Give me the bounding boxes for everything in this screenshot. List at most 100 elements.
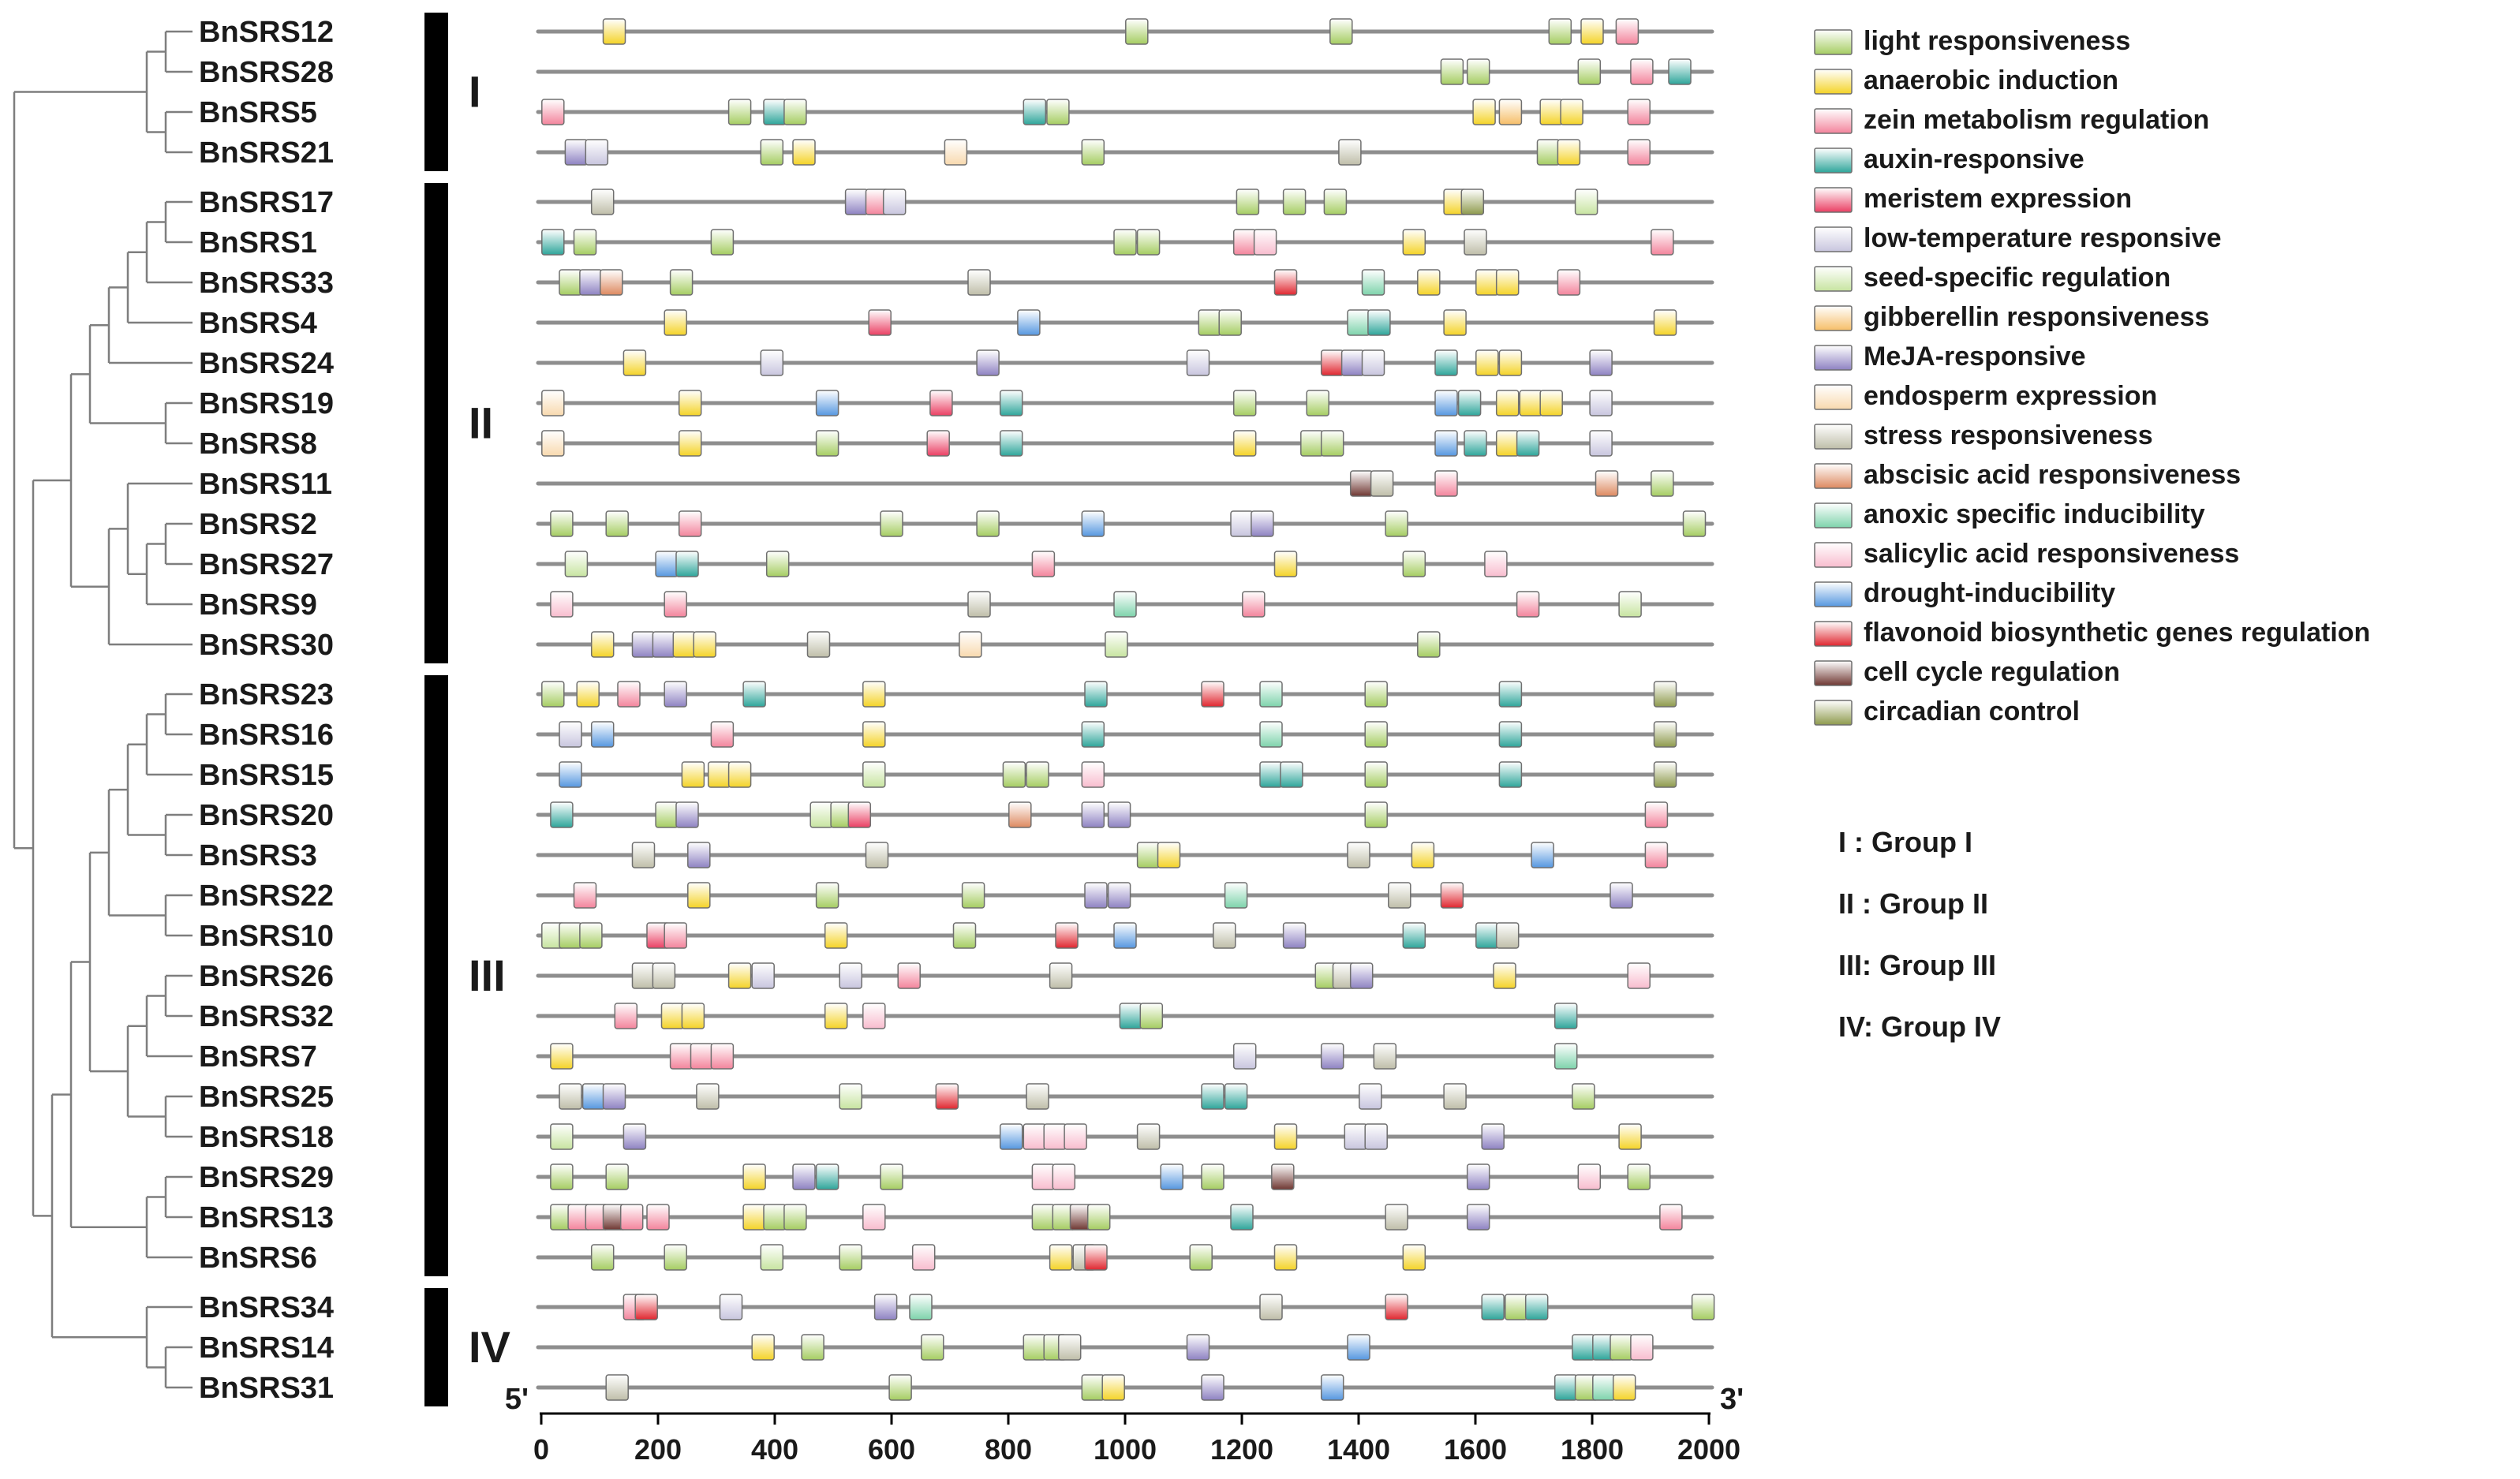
group-key-item: IV: Group IV: [1838, 1010, 2001, 1043]
cis-element: [1081, 801, 1105, 828]
gene-label-BnSRS28: BnSRS28: [199, 56, 334, 89]
legend-label: anaerobic induction: [1864, 65, 2118, 95]
legend-swatch: [1814, 463, 1853, 489]
cis-element: [1539, 99, 1563, 125]
legend-swatch: [1814, 29, 1853, 55]
cis-element: [760, 1244, 784, 1271]
gene-label-BnSRS29: BnSRS29: [199, 1161, 334, 1194]
cis-element: [681, 761, 705, 788]
legend-label: endosperm expression: [1864, 381, 2157, 411]
gene-label-BnSRS25: BnSRS25: [199, 1081, 334, 1114]
cis-element: [1443, 309, 1467, 336]
cis-element: [1232, 1043, 1257, 1070]
cis-element: [1627, 139, 1651, 166]
cis-element: [1136, 842, 1161, 868]
cis-element: [1259, 721, 1283, 748]
cis-element: [742, 681, 766, 708]
cis-element: [815, 390, 839, 416]
cis-element: [1271, 1163, 1295, 1190]
cis-element: [590, 721, 615, 748]
cis-element: [1610, 1334, 1633, 1361]
cis-element: [952, 922, 977, 949]
cis-element: [602, 18, 626, 45]
cis-element: [873, 1294, 898, 1320]
cis-element: [696, 1083, 720, 1110]
cis-element: [1084, 681, 1108, 708]
cis-element: [1388, 882, 1411, 909]
gene-label-BnSRS1: BnSRS1: [199, 226, 317, 260]
cis-element: [742, 1163, 766, 1190]
cis-element: [1475, 922, 1499, 949]
gene-label-BnSRS13: BnSRS13: [199, 1201, 334, 1234]
cis-element: [1046, 99, 1070, 125]
gene-label-BnSRS19: BnSRS19: [199, 387, 334, 420]
cis-element: [1113, 591, 1137, 618]
cis-element: [1630, 1334, 1654, 1361]
cis-element: [1498, 761, 1523, 788]
cis-element: [1402, 229, 1426, 256]
cis-element: [1282, 922, 1307, 949]
cis-element: [888, 1374, 912, 1401]
legend-label: MeJA-responsive: [1864, 342, 2086, 372]
cis-element: [839, 1244, 862, 1271]
cis-element: [687, 842, 711, 868]
cis-element: [839, 1083, 862, 1110]
cis-element: [550, 591, 574, 618]
cis-element: [1273, 1244, 1298, 1271]
cis-element: [1031, 1204, 1056, 1231]
cis-element: [1589, 349, 1613, 376]
cis-element: [1682, 510, 1707, 537]
cis-element: [631, 962, 656, 989]
cis-element: [550, 801, 574, 828]
cis-element: [1668, 58, 1692, 85]
x-axis: 0 200 400 600 800 1000 1200 1400 1600 1800 2000 5' 3…: [505, 1383, 1744, 1466]
cis-element: [573, 229, 597, 256]
cis-element: [600, 269, 623, 296]
cis-element: [1338, 139, 1362, 166]
cis-element: [1361, 349, 1385, 376]
cis-element: [1026, 761, 1049, 788]
group-numeral-IV: IV: [469, 1322, 510, 1372]
cis-element: [999, 430, 1023, 457]
cis-element: [1493, 962, 1516, 989]
cis-element: [976, 349, 1000, 376]
legend-label: low-temperature responsive: [1864, 223, 2221, 253]
legend-label: salicylic acid responsiveness: [1864, 539, 2239, 569]
legend-swatch: [1814, 621, 1853, 647]
cis-element: [1612, 1374, 1636, 1401]
cis-element: [1402, 551, 1426, 577]
cis-element: [760, 139, 784, 166]
cis-element: [541, 430, 565, 457]
cis-element: [1653, 309, 1677, 336]
cis-element: [1086, 1204, 1111, 1231]
cis-element: [678, 510, 702, 537]
cis-element: [1464, 430, 1487, 457]
cis-element: [559, 721, 582, 748]
cis-element: [1653, 761, 1677, 788]
cis-element: [1084, 882, 1108, 909]
legend-swatch: [1814, 581, 1853, 607]
cis-element: [1417, 631, 1441, 658]
cis-element: [1554, 1043, 1578, 1070]
cis-element: [1236, 189, 1260, 215]
cis-element: [710, 229, 735, 256]
legend-swatch: [1814, 660, 1853, 686]
gene-label-BnSRS14: BnSRS14: [199, 1331, 334, 1365]
cis-element: [1498, 99, 1523, 125]
cis-element: [751, 1334, 775, 1361]
legend-label: gibberellin responsiveness: [1864, 302, 2209, 332]
cis-element: [541, 229, 565, 256]
cis-element: [751, 962, 775, 989]
cis-element: [1539, 390, 1563, 416]
legend-swatch: [1814, 108, 1853, 134]
cis-element: [664, 1244, 687, 1271]
cis-element: [1213, 922, 1236, 949]
cis-element: [1251, 510, 1274, 537]
cis-element: [727, 99, 752, 125]
cis-element: [1595, 470, 1619, 497]
cis-element: [1052, 1163, 1076, 1190]
cis-element: [1691, 1294, 1715, 1320]
cis-element: [1364, 801, 1388, 828]
cis-element: [617, 681, 641, 708]
cis-element: [1554, 1003, 1578, 1029]
